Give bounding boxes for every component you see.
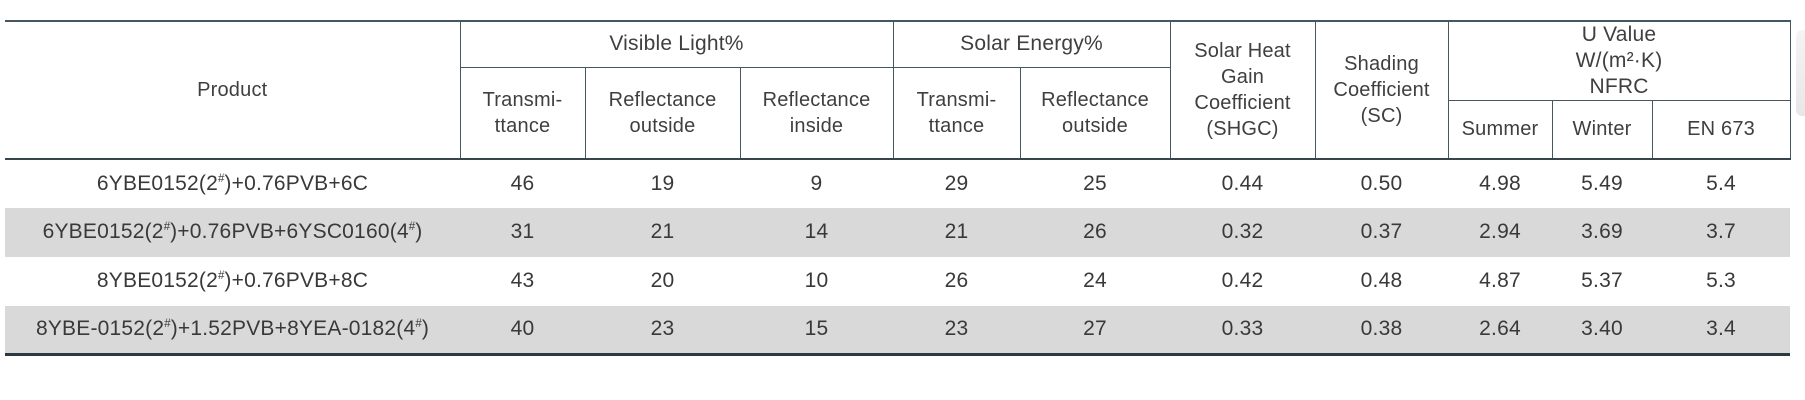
value-cell: 40 xyxy=(510,317,535,341)
column-header-vl-reflectance-outside: Reflectance outside xyxy=(584,67,740,160)
value-cell: 10 xyxy=(804,269,829,292)
value-cell: 2.64 xyxy=(1479,317,1521,341)
value-cell: 24 xyxy=(1083,269,1107,292)
value-cell: 23 xyxy=(650,317,675,341)
table-row: 8YBE0152(2#)+0.76PVB+8C 43 20 10 26 24 0.42 0.4… xyxy=(5,257,1790,306)
group-header-visible-light: Visible Light% xyxy=(459,21,893,68)
value-cell: 15 xyxy=(804,317,829,341)
table-header: Product Visible Light% Solar Energy% Sol… xyxy=(5,21,1791,160)
value-cell: 3.69 xyxy=(1581,220,1623,243)
value-cell: 27 xyxy=(1083,317,1107,341)
value-cell: 29 xyxy=(944,171,969,195)
value-cell: 2.94 xyxy=(1479,220,1521,243)
group-header-solar-energy: Solar Energy% xyxy=(892,21,1171,68)
value-cell: 21 xyxy=(944,220,969,243)
value-cell: 5.37 xyxy=(1581,269,1623,292)
value-cell: 3.40 xyxy=(1581,317,1623,341)
value-cell: 46 xyxy=(510,171,535,195)
column-header-u-value-summer: Summer xyxy=(1447,100,1553,160)
value-cell: 0.37 xyxy=(1360,220,1403,243)
value-cell: 26 xyxy=(944,269,969,292)
column-header-u-value-en673: EN 673 xyxy=(1651,100,1791,160)
table-row: 8YBE-0152(2#)+1.52PVB+8YEA-0182(4#) 40 23 1… xyxy=(5,305,1791,355)
product-cell: 8YBE0152(2#)+0.76PVB+8C xyxy=(96,269,369,292)
column-header-vl-reflectance-inside: Reflectance inside xyxy=(739,67,893,160)
column-header-shgc: Solar Heat Gain Coefficient (SHGC) xyxy=(1169,21,1316,160)
column-header-vl-transmittance: Transmi- ttance xyxy=(459,67,585,160)
scrollbar-thumb[interactable] xyxy=(1796,30,1805,116)
value-cell: 20 xyxy=(650,269,675,292)
value-cell: 3.7 xyxy=(1706,220,1736,243)
column-header-shading-coefficient: Shading Coefficient (SC) xyxy=(1314,21,1449,160)
product-cell: 6YBE0152(2#)+0.76PVB+6C xyxy=(96,171,369,195)
value-cell: 0.48 xyxy=(1360,269,1403,292)
value-cell: 23 xyxy=(944,317,969,341)
value-cell: 5.4 xyxy=(1706,171,1736,195)
group-header-u-value: U Value W/(m²·K) NFRC xyxy=(1447,21,1791,101)
value-cell: 14 xyxy=(804,220,829,243)
value-cell: 21 xyxy=(650,220,675,243)
value-cell: 25 xyxy=(1083,171,1107,195)
value-cell: 5.3 xyxy=(1706,269,1736,292)
product-cell: 6YBE0152(2#)+0.76PVB+6YSC0160(4#) xyxy=(42,220,423,243)
value-cell: 0.38 xyxy=(1360,317,1403,341)
table-row: 6YBE0152(2#)+0.76PVB+6C 46 19 9 29 25 0.44 0.50… xyxy=(5,159,1790,208)
value-cell: 0.33 xyxy=(1221,317,1264,341)
value-cell: 4.87 xyxy=(1479,269,1521,292)
value-cell: 43 xyxy=(510,269,535,292)
value-cell: 31 xyxy=(510,220,535,243)
column-header-product: Product xyxy=(5,21,460,160)
column-header-se-reflectance-outside: Reflectance outside xyxy=(1019,67,1171,160)
value-cell: 4.98 xyxy=(1479,171,1521,195)
product-cell: 8YBE-0152(2#)+1.52PVB+8YEA-0182(4#) xyxy=(35,317,430,341)
value-cell: 5.49 xyxy=(1581,171,1623,195)
column-header-u-value-winter: Winter xyxy=(1551,100,1653,160)
glass-performance-table: Product Visible Light% Solar Energy% Sol… xyxy=(5,20,1791,356)
value-cell: 0.32 xyxy=(1221,220,1264,243)
value-cell: 0.50 xyxy=(1360,171,1403,195)
value-cell: 3.4 xyxy=(1706,317,1736,341)
value-cell: 0.42 xyxy=(1221,269,1264,292)
table-body: 6YBE0152(2#)+0.76PVB+6C 46 19 9 29 25 0.44 0.50… xyxy=(5,159,1791,355)
table-row: 6YBE0152(2#)+0.76PVB+6YSC0160(4#) 31 21 14 2… xyxy=(5,207,1791,257)
value-cell: 19 xyxy=(650,171,675,195)
value-cell: 26 xyxy=(1083,220,1107,243)
column-header-se-transmittance: Transmi- ttance xyxy=(892,67,1020,160)
value-cell: 0.44 xyxy=(1221,171,1264,195)
value-cell: 9 xyxy=(810,171,823,195)
